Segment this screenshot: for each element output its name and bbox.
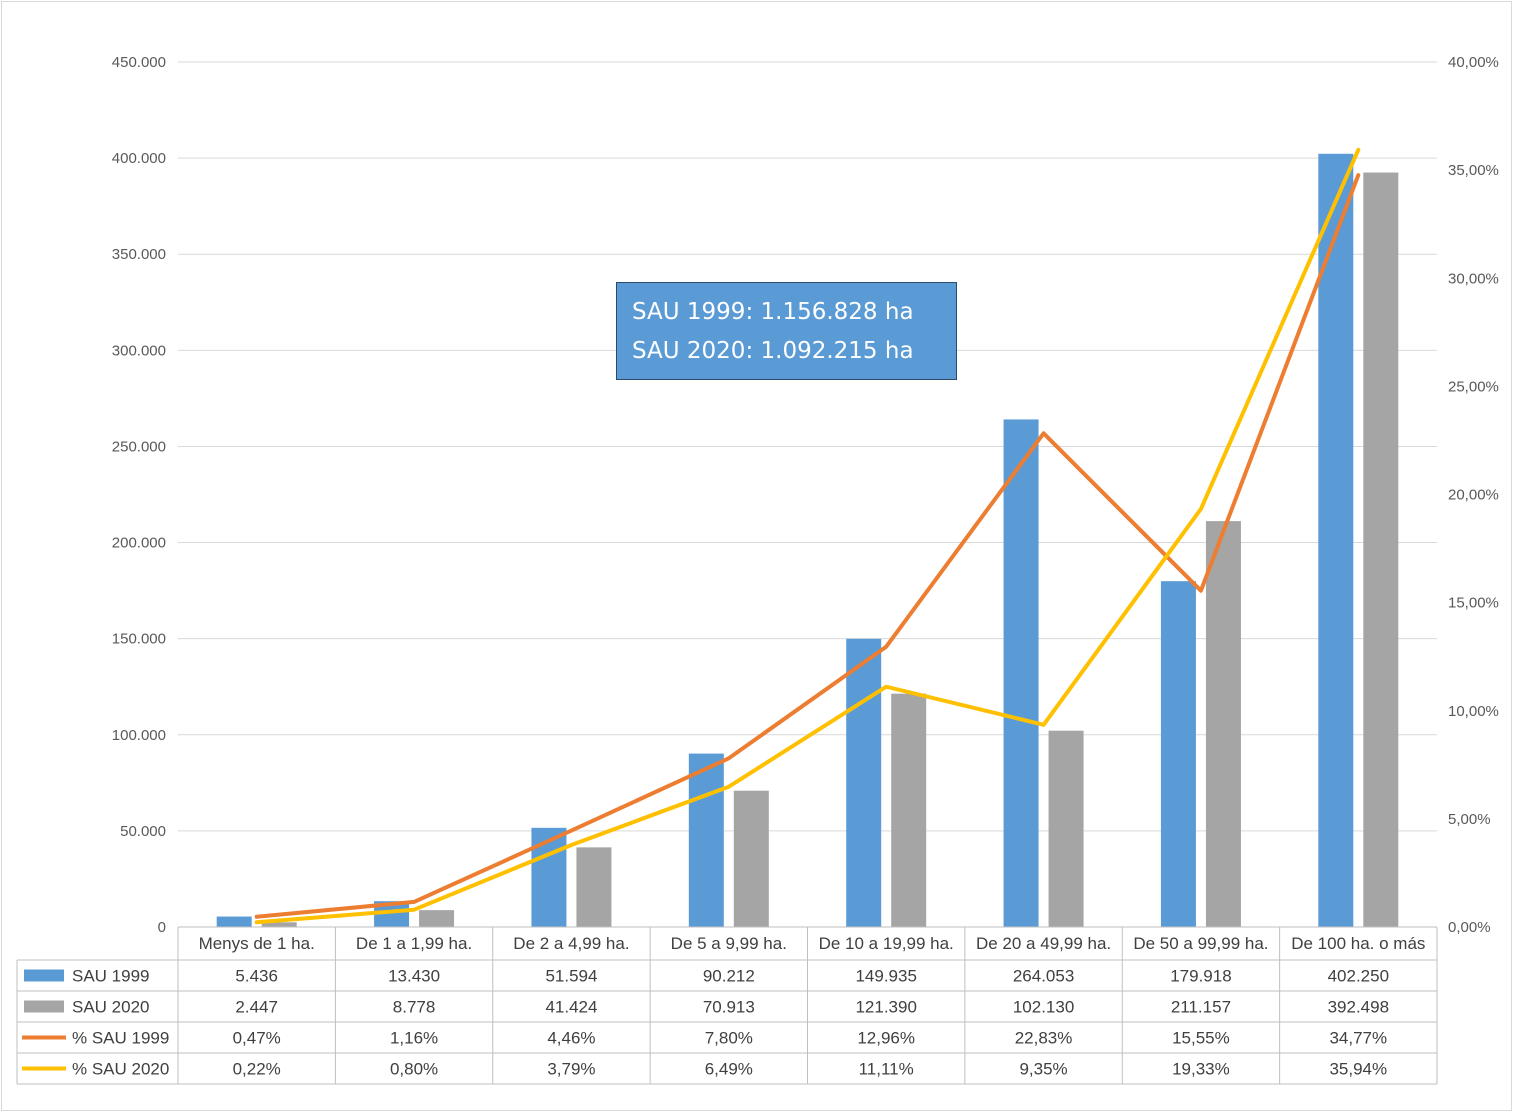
legend-entry: SAU 2020 [72,998,150,1017]
bar [216,916,252,927]
y-axis-right: 0,00% 5,00% 10,00% 15,00% 20,00% 25,00% 30,00%… [1448,54,1499,936]
data-label: 211.157 [1171,998,1231,1017]
y-left-tick-label: 100.000 [112,727,166,744]
data-label: 6,49% [705,1060,753,1079]
bar-group [216,153,1399,927]
data-label: 19,33% [1172,1060,1230,1079]
data-label: 5.436 [235,967,278,986]
y-left-tick-label: 150.000 [112,631,166,648]
category-label: De 5 a 9,99 ha. [671,934,787,953]
data-label: 0,80% [390,1060,438,1079]
legend-key [24,969,64,982]
category-label: De 100 ha. o más [1291,934,1425,953]
data-label: 11,11% [859,1060,914,1079]
bar [733,790,769,927]
bar [1003,419,1039,927]
y-right-tick-label: 15,00% [1448,595,1499,612]
legend-entry: SAU 1999 [72,967,150,986]
category-label: De 1 a 1,99 ha. [356,934,472,953]
legend-key [24,1000,64,1013]
category-label: Menys de 1 ha. [199,934,315,953]
bar [1318,153,1354,927]
series-line [254,173,1361,919]
y-right-tick-label: 5,00% [1448,811,1491,828]
category-label: De 50 a 99,99 ha. [1133,934,1268,953]
data-table: Menys de 1 ha. De 1 a 1,99 ha. De 2 a 4,99… [16,926,1438,1085]
data-label: 51.594 [545,967,597,986]
line-group [254,147,1361,925]
bar [1363,172,1399,927]
data-label: 12,96% [857,1029,915,1048]
data-label: 90.212 [703,967,755,986]
bar [1048,730,1084,927]
y-right-tick-label: 0,00% [1448,919,1491,936]
y-left-tick-label: 0 [158,919,166,936]
gridlines [178,61,1437,832]
y-left-tick-label: 300.000 [112,342,166,359]
data-label: 179.918 [1170,967,1231,986]
annotation-line-1999: SAU 1999: 1.156.828 ha [632,299,914,325]
series-line [254,147,1361,925]
y-left-tick-label: 50.000 [120,823,166,840]
data-label: 4,46% [547,1029,595,1048]
total-sau-annotation: SAU 1999: 1.156.828 ha SAU 2020: 1.092.2… [616,282,957,380]
bar [891,693,927,927]
data-label: 8.778 [393,998,436,1017]
y-left-tick-label: 200.000 [112,535,166,552]
data-label: 3,79% [547,1060,595,1079]
data-label: 70.913 [703,998,755,1017]
data-label: 0,47% [233,1029,281,1048]
data-label: 13.430 [388,967,440,986]
data-label: 102.130 [1013,998,1074,1017]
y-axis-left: 0 50.000 100.000 150.000 200.000 250.000 300.0… [112,54,166,936]
data-label: 264.053 [1013,967,1074,986]
y-right-tick-label: 25,00% [1448,378,1499,395]
category-label: De 20 a 49,99 ha. [976,934,1111,953]
bar [688,753,724,927]
data-label: 7,80% [705,1029,753,1048]
y-left-tick-label: 350.000 [112,246,166,263]
data-label: 34,77% [1329,1029,1387,1048]
data-label: 9,35% [1019,1060,1067,1079]
bar [1160,581,1196,927]
annotation-line-2020: SAU 2020: 1.092.215 ha [632,338,914,364]
y-right-tick-label: 35,00% [1448,162,1499,179]
data-label: 402.250 [1328,967,1389,986]
bar [261,922,297,927]
y-right-tick-label: 20,00% [1448,487,1499,504]
data-label: 1,16% [390,1029,438,1048]
data-label: 121.390 [855,998,916,1017]
data-label: 35,94% [1329,1060,1387,1079]
y-left-tick-label: 400.000 [112,150,166,167]
y-right-tick-label: 40,00% [1448,54,1499,71]
bar [1205,521,1241,927]
bar [419,910,455,927]
data-label: 41.424 [545,998,597,1017]
data-label: 22,83% [1015,1029,1073,1048]
bar [846,638,882,927]
y-left-tick-label: 450.000 [112,54,166,71]
y-left-tick-label: 250.000 [112,438,166,455]
y-right-tick-label: 30,00% [1448,270,1499,287]
data-label: 392.498 [1328,998,1389,1017]
data-label: 149.935 [855,967,916,986]
category-label: De 10 a 19,99 ha. [819,934,954,953]
bar [576,847,612,927]
legend-entry: % SAU 2020 [72,1060,169,1079]
legend-entry: % SAU 1999 [72,1029,169,1048]
category-label: De 2 a 4,99 ha. [513,934,629,953]
data-label: 0,22% [233,1060,281,1079]
y-right-tick-label: 10,00% [1448,703,1499,720]
data-label: 2.447 [235,998,278,1017]
data-label: 15,55% [1172,1029,1230,1048]
